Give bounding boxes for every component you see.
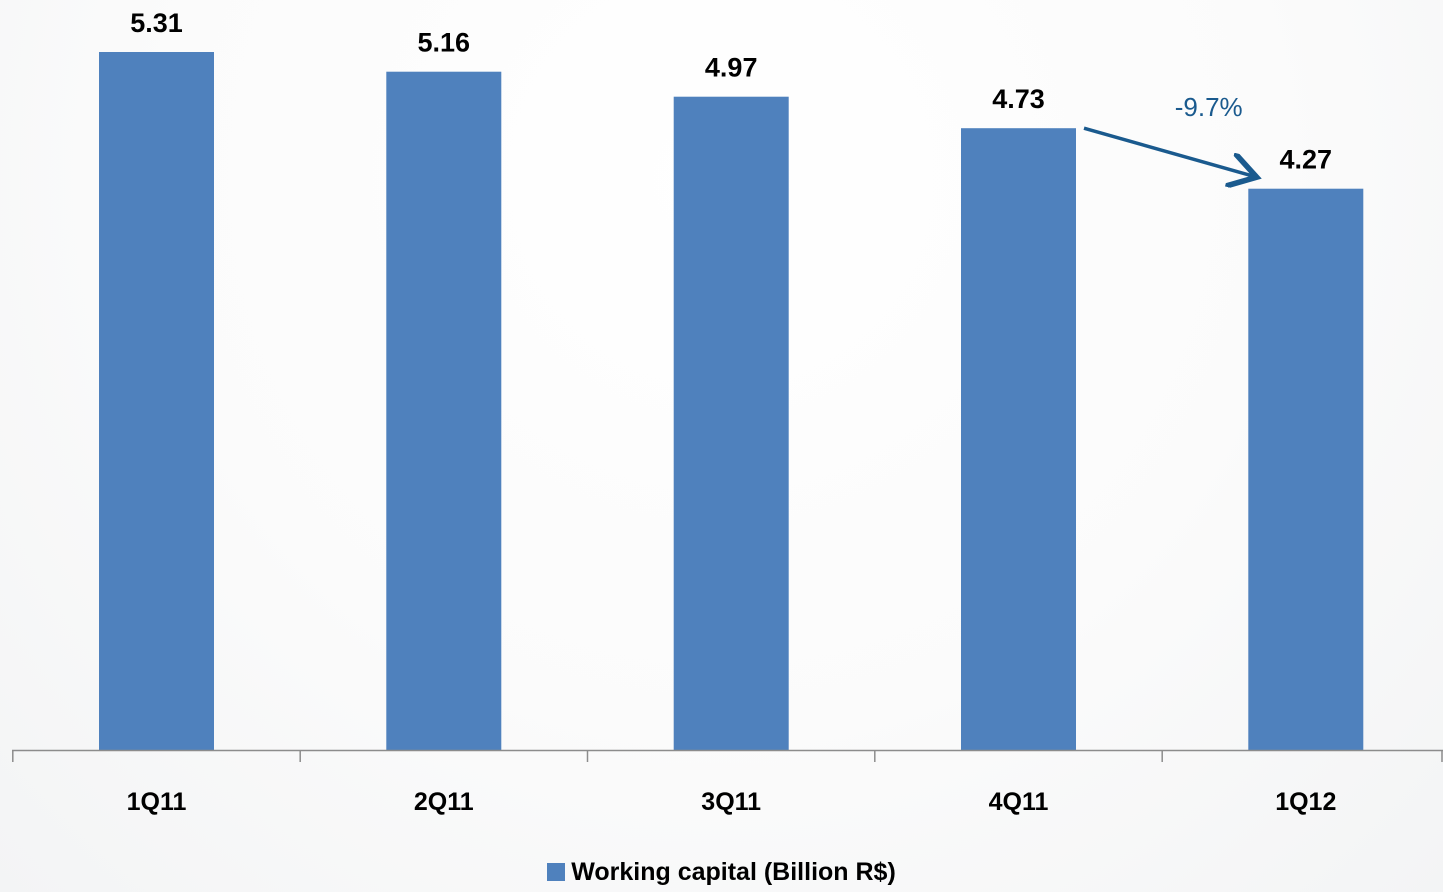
legend-label: Working capital (Billion R$): [571, 858, 896, 886]
data-label-4q11: 4.73: [992, 84, 1045, 114]
legend-swatch: [547, 863, 566, 881]
change-arrow: [1083, 126, 1253, 176]
legend: Working capital (Billion R$): [0, 858, 1443, 887]
bar-1q11: [99, 52, 214, 750]
bars-layer: [99, 52, 1364, 750]
data-label-2q11: 5.16: [418, 28, 471, 58]
x-tick-label-2q11: 2Q11: [414, 788, 474, 816]
value-labels-layer: 5.31 5.16 4.97 4.73 4.27: [130, 8, 1332, 175]
data-label-3q11: 4.97: [705, 53, 758, 83]
change-annotation: -9.7%: [1083, 92, 1253, 176]
bar-2q11: [386, 71, 502, 750]
x-tick-label-1q11: 1Q11: [127, 788, 187, 816]
bar-4q11: [961, 128, 1076, 750]
x-tick-label-3q11: 3Q11: [701, 788, 761, 816]
data-label-1q11: 5.31: [130, 8, 183, 38]
data-label-1q12: 4.27: [1280, 145, 1333, 175]
bar-3q11: [673, 96, 789, 750]
x-tick-label-4q11: 4Q11: [989, 788, 1049, 816]
bar-1q12: [1248, 188, 1364, 750]
x-axis: 1Q11 2Q11 3Q11 4Q11 1Q12: [12, 749, 1443, 816]
x-tick-label-1q12: 1Q12: [1275, 788, 1336, 816]
change-percent-label: -9.7%: [1175, 92, 1243, 122]
